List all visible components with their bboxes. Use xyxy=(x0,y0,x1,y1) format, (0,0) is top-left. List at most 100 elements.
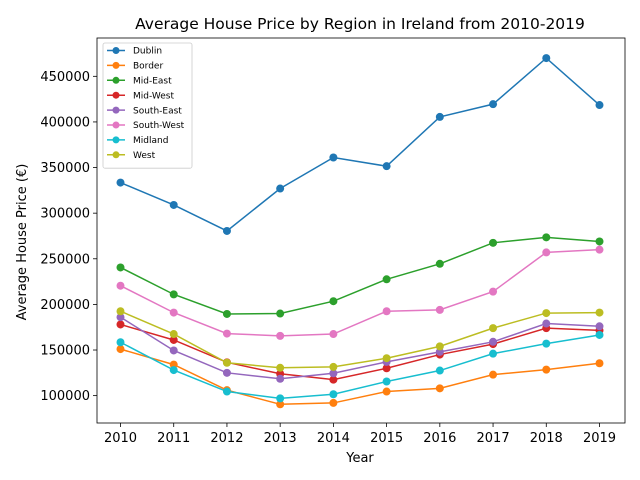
legend: Dublin Border Mid-East Mid-West South-East So… xyxy=(102,42,193,169)
x-tick-label: 2016 xyxy=(423,431,456,446)
x-tick-label: 2012 xyxy=(210,431,243,446)
data-point-west-2013 xyxy=(276,363,285,372)
series-line-south-east xyxy=(120,316,600,380)
series-line-border xyxy=(120,348,600,406)
data-point-mid-west-2011 xyxy=(169,335,178,344)
data-point-south-west-2016 xyxy=(435,305,444,314)
y-tick-label: 400000 xyxy=(40,115,90,130)
data-point-midland-2011 xyxy=(169,366,178,375)
data-point-south-east-2012 xyxy=(222,368,231,377)
legend-label-south-west: South-West xyxy=(133,121,185,131)
legend-entry-border: Border xyxy=(107,62,163,72)
data-point-dublin-2014 xyxy=(329,153,338,162)
data-point-dublin-2012 xyxy=(222,226,231,235)
legend-marker-south-west xyxy=(112,121,120,129)
legend-label-south-east: South-East xyxy=(133,106,182,116)
y-tick-label: 300000 xyxy=(40,207,90,222)
data-point-west-2014 xyxy=(329,362,338,371)
data-point-dublin-2018 xyxy=(542,54,551,63)
data-point-west-2019 xyxy=(595,308,604,317)
series-mid-east xyxy=(116,233,604,318)
x-tick-label: 2014 xyxy=(317,431,350,446)
data-point-mid-east-2010 xyxy=(116,263,125,272)
axes: 2010 2011 2012 2013 2014 2015 2016 2017 2018 2019… xyxy=(40,37,626,446)
legend-label-dublin: Dublin xyxy=(133,47,162,57)
series-line-south-west xyxy=(120,248,600,337)
data-point-midland-2014 xyxy=(329,390,338,399)
data-point-mid-east-2017 xyxy=(489,238,498,247)
y-tick-label: 250000 xyxy=(40,252,90,267)
series-midland xyxy=(116,330,604,403)
data-point-west-2011 xyxy=(169,330,178,339)
y-axis-label: Average House Price (€) xyxy=(15,164,30,321)
data-point-south-west-2013 xyxy=(276,331,285,340)
data-point-mid-east-2011 xyxy=(169,290,178,299)
data-point-mid-east-2019 xyxy=(595,237,604,246)
legend-marker-border xyxy=(112,61,120,69)
legend-entry-mid-west: Mid-West xyxy=(107,91,174,101)
data-point-mid-west-2014 xyxy=(329,375,338,384)
data-point-south-east-2010 xyxy=(116,313,125,322)
data-point-dublin-2017 xyxy=(489,100,498,109)
legend-entry-west: West xyxy=(107,151,156,161)
data-point-south-east-2013 xyxy=(276,374,285,383)
data-point-south-west-2015 xyxy=(382,307,391,316)
legend-label-west: West xyxy=(133,151,156,161)
x-tick-label: 2010 xyxy=(104,431,137,446)
data-point-west-2017 xyxy=(489,324,498,333)
data-point-south-west-2019 xyxy=(595,245,604,254)
data-point-south-east-2011 xyxy=(169,346,178,355)
data-point-border-2017 xyxy=(489,370,498,379)
data-point-border-2014 xyxy=(329,398,338,407)
data-point-west-2015 xyxy=(382,354,391,363)
legend-entry-south-east: South-East xyxy=(107,106,182,116)
legend-label-mid-west: Mid-West xyxy=(133,91,174,101)
y-tick-label: 350000 xyxy=(40,161,90,176)
data-point-midland-2016 xyxy=(435,366,444,375)
x-tick-label: 2013 xyxy=(264,431,297,446)
data-point-west-2010 xyxy=(116,307,125,316)
legend-entry-south-west: South-West xyxy=(107,121,185,131)
series-south-west xyxy=(116,245,604,340)
legend-marker-mid-east xyxy=(112,76,120,84)
data-point-south-west-2014 xyxy=(329,330,338,339)
data-point-west-2012 xyxy=(222,358,231,367)
legend-entry-dublin: Dublin xyxy=(107,47,162,57)
data-point-midland-2019 xyxy=(595,330,604,339)
data-point-south-west-2017 xyxy=(489,287,498,296)
data-point-border-2019 xyxy=(595,359,604,368)
y-tick-label: 200000 xyxy=(40,298,90,313)
legend-marker-dublin xyxy=(112,47,120,54)
data-point-dublin-2019 xyxy=(595,101,604,110)
data-point-midland-2017 xyxy=(489,349,498,358)
legend-label-mid-east: Mid-East xyxy=(133,77,172,87)
x-tick-label: 2019 xyxy=(583,431,616,446)
legend-label-border: Border xyxy=(133,62,163,72)
y-tick-label: 450000 xyxy=(40,70,90,85)
data-point-mid-east-2015 xyxy=(382,275,391,284)
data-point-midland-2012 xyxy=(222,387,231,396)
data-point-south-west-2018 xyxy=(542,248,551,257)
data-point-midland-2010 xyxy=(116,338,125,347)
data-point-mid-east-2014 xyxy=(329,297,338,306)
legend-entry-midland: Midland xyxy=(107,136,168,146)
data-point-mid-east-2016 xyxy=(435,259,444,268)
y-tick-label: 100000 xyxy=(40,389,90,404)
legend-marker-mid-west xyxy=(112,91,120,99)
data-point-dublin-2010 xyxy=(116,178,125,187)
legend-marker-west xyxy=(112,151,120,159)
series-west xyxy=(116,307,604,372)
x-tick-label: 2018 xyxy=(530,431,563,446)
series-line-mid-east xyxy=(120,236,600,315)
x-axis-label: Year xyxy=(345,451,374,466)
legend-box xyxy=(102,42,193,169)
data-point-border-2011 xyxy=(169,360,178,369)
data-point-midland-2018 xyxy=(542,339,551,348)
legend-marker-south-east xyxy=(112,106,120,114)
x-tick-label: 2017 xyxy=(477,431,510,446)
series-line-dublin xyxy=(120,57,600,232)
data-point-south-west-2010 xyxy=(116,281,125,290)
data-point-dublin-2016 xyxy=(435,112,444,121)
series-border xyxy=(116,345,604,409)
